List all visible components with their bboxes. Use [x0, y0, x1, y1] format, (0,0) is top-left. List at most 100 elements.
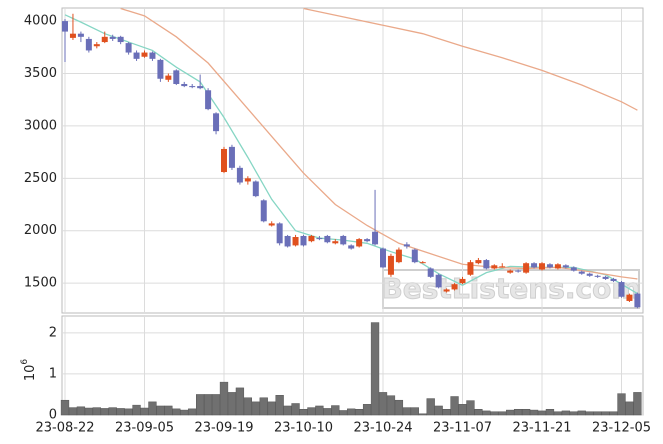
candle-body: [387, 255, 394, 275]
volume-bar: [124, 408, 133, 416]
volume-bar: [514, 408, 523, 416]
x-tick-label: 23-11-07: [433, 421, 492, 436]
volume-bar: [196, 394, 205, 416]
candle-body: [62, 21, 68, 32]
unit-exponent: 6: [20, 359, 30, 365]
volume-bar: [108, 407, 117, 416]
candle-body: [85, 38, 92, 51]
candle-body: [324, 235, 331, 243]
volume-bar: [537, 410, 547, 416]
y-tick-label: 4000: [24, 14, 57, 29]
x-tick-label: 23-09-19: [194, 421, 253, 436]
x-tick-label: 23-10-24: [353, 421, 412, 436]
candle-body: [539, 263, 545, 270]
volume-bar: [68, 407, 78, 416]
volume-bar: [482, 410, 491, 416]
candle-body: [427, 268, 434, 277]
candle-body: [467, 262, 474, 275]
volume-bar: [498, 411, 507, 416]
moving-average-line: [64, 14, 638, 295]
volume-bar: [267, 401, 276, 416]
volume-bar: [92, 407, 101, 416]
candle-body: [626, 294, 633, 301]
volume-bar: [466, 400, 475, 416]
candle-body: [578, 271, 585, 274]
candle-body: [332, 241, 339, 244]
candle-body: [316, 238, 323, 240]
candle-body: [340, 235, 347, 245]
volume-bar: [569, 411, 578, 416]
volume-bar: [188, 408, 197, 416]
volume-bar: [148, 401, 157, 416]
volume-bar: [84, 407, 93, 416]
volume-bar: [76, 406, 86, 416]
volume-bar: [434, 405, 443, 416]
volume-bar: [402, 407, 412, 416]
volume-bar: [331, 405, 340, 416]
candle-body: [117, 36, 124, 43]
volume-bar: [601, 411, 610, 416]
candle-body: [531, 263, 538, 268]
candle-body: [364, 239, 371, 242]
candle-body: [260, 200, 267, 222]
volume-bar: [362, 404, 372, 416]
y-tick-label: 1: [49, 366, 57, 381]
candle-body: [165, 75, 172, 80]
candle-body: [205, 90, 212, 110]
candle-body: [546, 264, 553, 268]
volume-bar: [259, 397, 268, 416]
volume-bar: [180, 409, 189, 416]
x-tick-label: 23-09-05: [115, 421, 174, 436]
volume-bar: [60, 399, 70, 416]
candle-body: [419, 262, 426, 264]
y-tick-label: 1500: [24, 276, 57, 291]
price-frame: [61, 7, 644, 314]
volume-bar: [474, 408, 483, 416]
volume-bar: [617, 393, 626, 416]
volume-bar: [219, 381, 229, 416]
candle-body: [197, 86, 204, 89]
volume-bar: [442, 408, 451, 416]
candle-body: [93, 44, 100, 47]
candle-body: [459, 278, 466, 284]
candle-body: [554, 264, 561, 269]
y-tick-label: 0: [49, 408, 57, 423]
x-tick-label: 23-12-05: [592, 421, 651, 436]
volume-bar: [291, 403, 300, 416]
candle-body: [570, 267, 577, 271]
candle-body: [372, 231, 379, 245]
candle-body: [244, 178, 251, 182]
candle-body: [483, 260, 490, 269]
unit-base: 10: [23, 365, 38, 382]
volume-bar: [132, 404, 141, 416]
moving-average-line: [303, 8, 638, 111]
candle-body: [157, 59, 164, 79]
candle-body: [562, 265, 569, 268]
watermark: BestListens.com: [381, 272, 640, 305]
volume-bar: [243, 397, 252, 416]
candle-body: [411, 249, 418, 263]
volume-bar: [633, 392, 642, 416]
volume-bar: [355, 408, 364, 416]
volume-bar: [506, 409, 515, 416]
candle-body: [236, 167, 243, 183]
candle-body: [228, 146, 235, 168]
volume-bar: [490, 411, 499, 416]
y-tick-label: 3000: [24, 118, 57, 133]
volume-bar: [347, 408, 356, 416]
candle-body: [507, 270, 514, 273]
volume-bar: [529, 409, 539, 416]
candle-body: [523, 263, 530, 273]
x-tick-label: 23-11-21: [512, 421, 571, 436]
volume-bar: [315, 405, 324, 416]
volume-bar: [386, 395, 396, 416]
candle-body: [221, 148, 227, 173]
volume-bar: [235, 387, 245, 416]
candle-body: [284, 235, 291, 247]
candle-body: [356, 239, 363, 247]
candle-body: [443, 289, 450, 292]
candle-body: [594, 275, 601, 277]
volume-bar: [545, 408, 555, 416]
candle-body: [125, 43, 132, 53]
